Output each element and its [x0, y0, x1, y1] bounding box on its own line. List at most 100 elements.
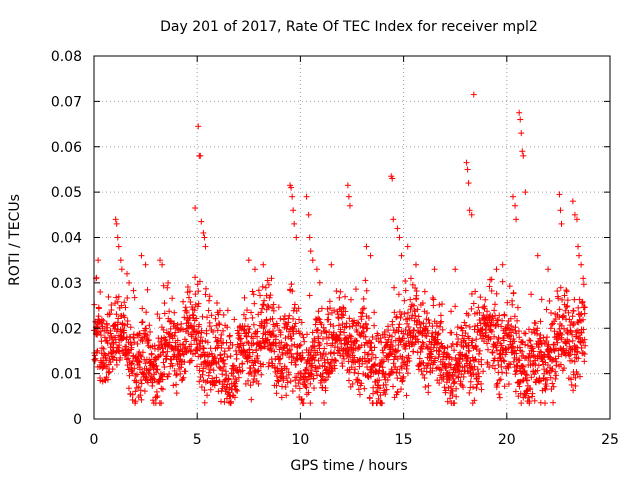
- data-point: [153, 362, 160, 369]
- data-point: [112, 334, 119, 341]
- data-point: [311, 337, 318, 344]
- data-point: [117, 257, 124, 264]
- y-tick-label: 0.01: [51, 367, 82, 383]
- data-point: [525, 394, 532, 401]
- data-point: [466, 323, 473, 330]
- data-point: [199, 371, 206, 378]
- data-point: [396, 321, 403, 328]
- data-point: [204, 392, 211, 399]
- data-point: [488, 287, 495, 294]
- data-point: [401, 297, 408, 304]
- data-point: [182, 344, 189, 351]
- data-point: [288, 281, 295, 288]
- data-point: [340, 312, 347, 319]
- data-point: [499, 317, 506, 324]
- data-point: [362, 277, 369, 284]
- data-point: [296, 342, 303, 349]
- data-point: [253, 346, 260, 353]
- data-point: [348, 364, 355, 371]
- data-point: [237, 335, 244, 342]
- data-point: [468, 211, 475, 218]
- data-point: [489, 349, 496, 356]
- data-point: [535, 362, 542, 369]
- data-point: [486, 364, 493, 371]
- data-point: [119, 335, 126, 342]
- data-point: [471, 363, 478, 370]
- data-point: [113, 220, 120, 227]
- data-point: [499, 278, 506, 285]
- data-point: [331, 350, 338, 357]
- data-point: [303, 384, 310, 391]
- data-point: [528, 291, 535, 298]
- data-point: [230, 373, 237, 380]
- data-point: [396, 369, 403, 376]
- data-point: [240, 311, 247, 318]
- data-point: [273, 382, 280, 389]
- data-point: [255, 287, 262, 294]
- data-point: [522, 341, 529, 348]
- data-point: [252, 359, 259, 366]
- data-point: [443, 363, 450, 370]
- data-point: [235, 369, 242, 376]
- data-point: [549, 380, 556, 387]
- data-point: [224, 354, 231, 361]
- data-point: [264, 302, 271, 309]
- data-point: [356, 357, 363, 364]
- data-point: [568, 381, 575, 388]
- data-point: [296, 385, 303, 392]
- data-point: [359, 324, 366, 331]
- data-point: [336, 331, 343, 338]
- data-point: [496, 312, 503, 319]
- data-point: [445, 360, 452, 367]
- data-point: [454, 373, 461, 380]
- data-point: [289, 288, 296, 295]
- data-point: [335, 322, 342, 329]
- data-point: [375, 332, 382, 339]
- data-point: [220, 363, 227, 370]
- data-point: [476, 347, 483, 354]
- data-point: [534, 252, 541, 259]
- data-point: [549, 365, 556, 372]
- data-point: [454, 341, 461, 348]
- data-point: [157, 257, 164, 264]
- data-point: [573, 216, 580, 223]
- data-point: [404, 243, 411, 250]
- data-point: [301, 338, 308, 345]
- data-point: [197, 152, 204, 159]
- data-point: [576, 373, 583, 380]
- data-point: [365, 350, 372, 357]
- data-point: [173, 390, 180, 397]
- data-point: [363, 287, 370, 294]
- data-point: [154, 366, 161, 373]
- data-point: [554, 339, 561, 346]
- data-point: [464, 166, 471, 173]
- data-point: [382, 370, 389, 377]
- data-point: [297, 341, 304, 348]
- data-point: [216, 307, 223, 314]
- data-point: [227, 353, 234, 360]
- data-point: [391, 309, 398, 316]
- data-point: [200, 229, 207, 236]
- data-point: [171, 320, 178, 327]
- data-point: [419, 371, 426, 378]
- data-point: [367, 339, 374, 346]
- data-point: [514, 304, 521, 311]
- data-point: [95, 313, 102, 320]
- data-point: [240, 342, 247, 349]
- data-point: [577, 311, 584, 318]
- data-point: [188, 347, 195, 354]
- data-point: [545, 266, 552, 273]
- data-point: [97, 377, 104, 384]
- data-point: [346, 377, 353, 384]
- data-point: [313, 368, 320, 375]
- data-point: [148, 358, 155, 365]
- data-point: [469, 367, 476, 374]
- data-point: [288, 350, 295, 357]
- data-point: [137, 352, 144, 359]
- data-point: [172, 329, 179, 336]
- data-point: [153, 388, 160, 395]
- data-point: [259, 335, 266, 342]
- data-point: [318, 305, 325, 312]
- data-point: [563, 304, 570, 311]
- data-point: [285, 319, 292, 326]
